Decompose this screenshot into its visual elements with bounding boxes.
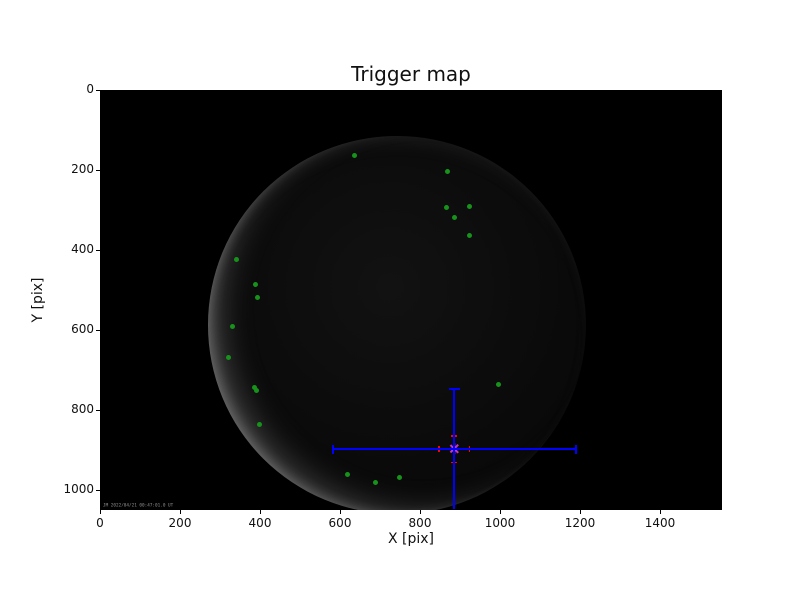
y-tick-label: 1000 [63,482,94,496]
y-axis-label: Y [pix] [30,277,46,323]
trigger-point [233,256,239,262]
trigger-point [345,471,351,477]
x-tick-label: 600 [328,516,352,530]
x-tick-mark [579,510,581,514]
image-timestamp-watermark: JM 2022/04/21 00:47:01.0 UT [103,502,174,508]
chart-title: Trigger map [351,62,471,86]
trigger-point [254,387,260,393]
y-tick-mark [96,89,100,91]
y-tick-label: 800 [71,402,94,416]
trigger-point [256,421,262,427]
trigger-point [443,204,449,210]
x-tick-label: 1200 [564,516,596,530]
y-tick-mark [96,489,100,491]
camera-disc-image [208,136,586,510]
y-tick-mark [96,329,100,331]
x-tick-label: 1000 [484,516,516,530]
x-tick-label: 0 [96,516,104,530]
x-tick-mark [419,510,421,514]
x-tick-mark [339,510,341,514]
x-tick-label: 1400 [644,516,676,530]
y-tick-label: 200 [71,162,94,176]
x-tick-label: 800 [408,516,432,530]
trigger-point [396,475,402,481]
trigger-point [444,169,450,175]
trigger-point [451,214,457,220]
y-tick-mark [96,409,100,411]
trigger-point [467,203,473,209]
trigger-point [467,232,473,238]
x-tick-mark [179,510,181,514]
core-yerr-cap-top [448,388,460,391]
trigger-point [495,381,501,387]
trigger-point [372,479,378,485]
trigger-point [351,152,357,158]
x-tick-mark [99,510,101,514]
core-xerr-cap-right [574,444,577,454]
trigger-point [251,385,257,391]
x-tick-label: 400 [248,516,272,530]
x-tick-mark [499,510,501,514]
y-tick-label: 400 [71,242,94,256]
core-yerr-line [453,389,456,510]
x-tick-mark [259,510,261,514]
trigger-point [252,281,258,287]
y-tick-label: 600 [71,322,94,336]
y-tick-mark [96,249,100,251]
plot-area: JM 2022/04/21 00:47:01.0 UT [100,90,722,510]
core-xerr-cap-left [332,444,335,454]
x-tick-mark [659,510,661,514]
x-axis-label: X [pix] [387,531,435,547]
trigger-point [229,324,235,330]
y-tick-mark [96,169,100,171]
x-tick-label: 200 [168,516,192,530]
y-tick-label: 0 [86,82,94,96]
trigger-point [225,354,231,360]
trigger-point [254,294,260,300]
